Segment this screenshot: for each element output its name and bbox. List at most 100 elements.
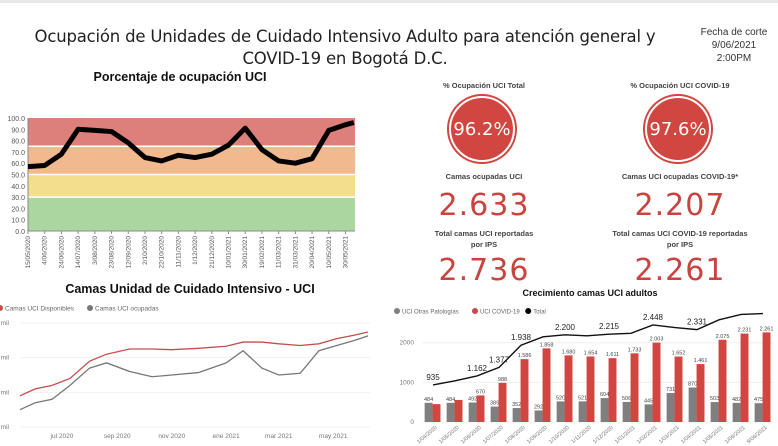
x-tick-label: 1/05/2021 [702, 425, 725, 445]
x-tick-label: 1/08/2020 [504, 425, 527, 445]
x-tick-label: 1/04/2020 [416, 425, 439, 445]
x-tick-label: 31/03/2021 [292, 236, 299, 269]
bar [498, 382, 507, 422]
data-label: 503 [710, 396, 719, 402]
data-label: 521 [578, 395, 587, 401]
data-label: 2.075 [716, 334, 730, 340]
total-label: 2.215 [599, 322, 620, 331]
x-tick-label: 11/03/2021 [276, 236, 283, 268]
data-label: 604 [600, 392, 609, 398]
legend-label: Camas UCI Disponibles [5, 306, 75, 313]
bar [564, 355, 573, 422]
data-label: 1.611 [606, 352, 619, 358]
x-tick-label: 1/06/2021 [724, 425, 747, 445]
x-tick-label: 1/05/2020 [438, 425, 461, 445]
data-label: 988 [498, 377, 507, 383]
bar [630, 353, 639, 422]
x-tick-label: 11/11/2020 [175, 236, 182, 268]
x-tick-label: 1/10/2020 [548, 425, 571, 445]
bar [762, 332, 771, 422]
threshold-band [28, 174, 355, 198]
bar [446, 402, 455, 422]
x-tick-label: 10/01/2021 [226, 236, 233, 269]
label-line: Total camas UCI reportadas [434, 229, 534, 238]
cutoff-time-value: 2:00PM [716, 53, 752, 64]
growth-chart-title: Crecimiento camas UCI adultos [522, 288, 658, 298]
bar [520, 359, 529, 422]
page-title: Ocupación de Unidades de Cuidado Intensi… [0, 26, 690, 70]
x-tick-label: mar 2021 [265, 433, 293, 440]
legend-marker [87, 305, 93, 311]
total-label: 1.162 [467, 364, 488, 373]
bar [534, 410, 543, 422]
x-tick-label: 20/04/2021 [309, 236, 316, 269]
threshold-band [28, 197, 355, 231]
bar [652, 342, 661, 422]
x-tick-label: 1/02/2021 [636, 425, 659, 445]
x-tick-label: sep 2020 [104, 433, 131, 440]
data-label: 492 [468, 397, 477, 403]
bar [424, 402, 433, 422]
data-label: 506 [622, 396, 631, 402]
bar [476, 395, 485, 422]
kpi-covid-occupied-label: Camas UCI ocupadas COVID-19* [621, 172, 739, 181]
legend-label: UCI COVID-19 [480, 310, 520, 316]
y-tick-label: 2000 [400, 340, 415, 347]
data-label: 1.733 [628, 347, 642, 353]
x-tick-label: jul 2020 [50, 433, 74, 440]
occupancy-chart-title: Porcentaje de ocupación UCI [93, 70, 267, 84]
x-tick-label: 1/03/2021 [658, 425, 681, 445]
title-line-1: Ocupación de Unidades de Cuidado Intensi… [34, 27, 656, 46]
x-tick-label: 2/10/2020 [142, 236, 149, 265]
bar [432, 404, 441, 422]
x-tick-label: 1/06/2020 [460, 425, 483, 445]
data-label: 2.003 [650, 337, 664, 343]
y-tick-label: 0 mil [0, 424, 10, 431]
legend-label: Camas UCI ocupadas [95, 306, 159, 313]
y-tick-label: 50.0 [11, 173, 25, 180]
y-tick-label: 70.0 [11, 150, 25, 157]
x-tick-label: 14/07/2020 [75, 236, 82, 269]
top-border [0, 0, 778, 3]
occupancy-percent-chart: 0.0 10.0 20.0 30.0 40.0 50.0 60.0 70.0 80.0 90.0 1… [7, 116, 355, 269]
x-tick-label: 3/08/2020 [92, 236, 99, 265]
title-line-2: COVID-19 en Bogotá D.C. [242, 49, 448, 68]
data-label: 484 [424, 397, 433, 403]
data-label: 1.858 [540, 342, 554, 348]
x-tick-label: 19/02/2021 [259, 236, 266, 269]
bar [578, 401, 587, 422]
series-line [19, 335, 369, 411]
data-label: 1.461 [694, 358, 708, 364]
total-label: 1.938 [511, 333, 532, 342]
kpi-total-pct-label: % Ocupación UCI Total [443, 81, 525, 90]
legend-marker [525, 308, 532, 314]
data-label: 484 [446, 397, 455, 403]
legend-label: UCI Otras Patologías [402, 310, 459, 316]
y-tick-label: 1000 [400, 379, 415, 386]
legend-label: Total [533, 310, 546, 316]
bar [644, 404, 653, 422]
bar [688, 387, 697, 422]
data-label: 1.586 [518, 353, 532, 359]
x-tick-label: 22/10/2020 [159, 236, 166, 269]
beds-line-chart: 0 mil 1 mil 2 mil 3 mil Camas UCI Disponible… [0, 305, 370, 440]
beds-chart-title: Camas Unidad de Cuidado Intensivo - UCI [65, 282, 315, 296]
bar [718, 339, 727, 422]
occupancy-line [27, 120, 355, 170]
y-tick-label: 100.0 [7, 116, 25, 123]
kpi-covid-occupied-value: 2.207 [634, 188, 726, 223]
x-tick-label: 1/01/2021 [614, 425, 637, 445]
data-label: 1.654 [584, 350, 598, 356]
x-tick-label: 4/06/2020 [42, 236, 49, 265]
y-tick-label: 80.0 [11, 139, 25, 146]
data-label: 1.680 [562, 349, 576, 355]
data-label: 352 [512, 402, 521, 408]
growth-bar-chart: 0 1000 2000 UCI Otras Patologías UCI COVID-1… [394, 308, 774, 445]
bar [608, 358, 617, 422]
data-label: 670 [476, 389, 485, 395]
legend-marker [394, 308, 400, 314]
label-line: Total camas UCI COVID-19 reportadas [612, 229, 748, 238]
kpi-total-reported-value: 2.736 [438, 253, 530, 288]
y-tick-label: 0.0 [15, 229, 25, 236]
cutoff-date-value: 9/06/2021 [711, 40, 757, 51]
